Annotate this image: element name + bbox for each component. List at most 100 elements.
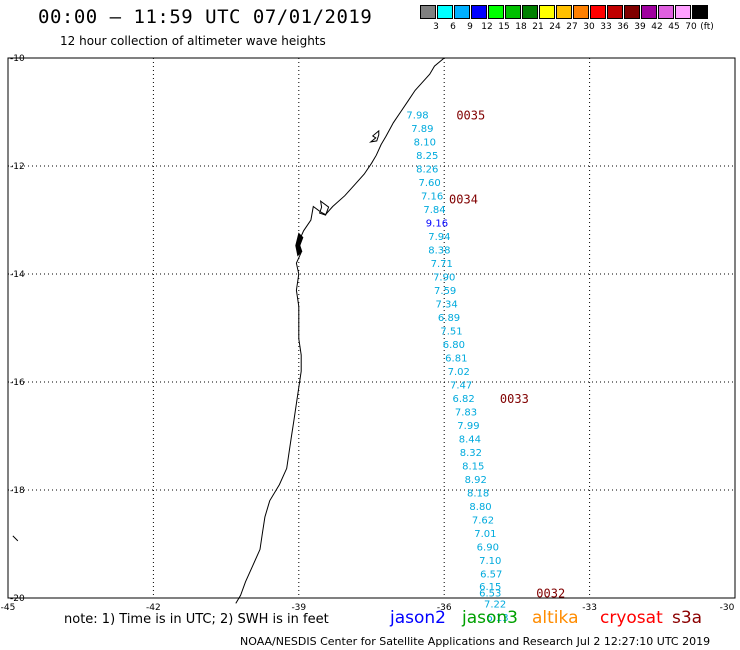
swh-reading: 7.10 xyxy=(479,556,501,567)
swh-reading: 6.13 xyxy=(486,613,508,624)
color-swatch xyxy=(556,5,572,19)
longitude-tick-label: -45 xyxy=(1,603,16,613)
mission-altika: altika xyxy=(532,608,579,628)
swh-reading: 6.89 xyxy=(438,313,460,324)
coastline-detail xyxy=(368,129,380,143)
swh-reading: 7.59 xyxy=(434,286,456,297)
island-cluster xyxy=(295,232,304,257)
color-swatch xyxy=(658,5,674,19)
swh-reading: 6.81 xyxy=(445,354,467,365)
pass-time-label: 0034 xyxy=(449,192,478,206)
swh-reading: 8.26 xyxy=(416,165,438,176)
color-scale-label: 18 xyxy=(515,22,527,32)
swh-reading: 8.92 xyxy=(465,475,487,486)
latitude-tick-label: -14 xyxy=(10,270,25,280)
color-scale-label: 6 xyxy=(450,22,456,32)
swh-reading: 7.90 xyxy=(433,273,455,284)
units-note: note: 1) Time is in UTC; 2) SWH is in fe… xyxy=(64,612,329,627)
latitude-tick-label: -10 xyxy=(10,54,25,64)
color-swatch xyxy=(522,5,538,19)
swh-reading: 7.02 xyxy=(448,367,470,378)
color-scale-label: 45 xyxy=(668,22,680,32)
swh-reading: 7.22 xyxy=(484,599,506,610)
longitude-tick-label: -36 xyxy=(437,603,452,613)
color-swatch xyxy=(641,5,657,19)
color-swatch xyxy=(692,5,708,19)
swh-reading: 6.57 xyxy=(480,570,502,581)
swh-reading: 9.16 xyxy=(426,219,448,230)
swh-reading: 7.01 xyxy=(474,529,496,540)
color-scale-label: 30 xyxy=(583,22,595,32)
mission-cryosat: cryosat xyxy=(600,608,663,628)
color-swatch xyxy=(505,5,521,19)
swh-reading: 7.83 xyxy=(455,408,477,419)
swh-reading: 6.90 xyxy=(477,543,499,554)
mission-s3a: s3a xyxy=(672,608,703,628)
swh-reading: 7.98 xyxy=(406,111,428,122)
swh-reading: 7.16 xyxy=(421,192,443,203)
color-swatch xyxy=(437,5,453,19)
color-scale-label: 12 xyxy=(481,22,493,32)
page-subtitle: 12 hour collection of altimeter wave hei… xyxy=(60,34,326,48)
color-swatch xyxy=(454,5,470,19)
latitude-tick-label: -12 xyxy=(10,162,25,172)
swh-reading: 7.62 xyxy=(472,516,494,527)
swh-reading: 7.84 xyxy=(423,205,445,216)
longitude-tick-label: -33 xyxy=(582,603,597,613)
color-scale-label: 36 xyxy=(617,22,629,32)
swh-reading: 7.60 xyxy=(419,178,441,189)
color-scale-label: 15 xyxy=(498,22,510,32)
coastline xyxy=(235,57,445,604)
color-swatch xyxy=(607,5,623,19)
color-scale-unit: (ft) xyxy=(700,22,714,32)
bay-outline xyxy=(318,199,330,216)
color-swatch xyxy=(420,5,436,19)
swh-reading: 8.44 xyxy=(459,435,481,446)
color-scale-label: 9 xyxy=(467,22,473,32)
swh-reading: 7.99 xyxy=(457,421,479,432)
swh-reading: 7.34 xyxy=(435,300,457,311)
swh-reading: 7.89 xyxy=(411,124,433,135)
latitude-tick-label: -16 xyxy=(10,378,25,388)
swh-reading: 8.10 xyxy=(414,138,436,149)
longitude-tick-label: -39 xyxy=(291,603,306,613)
color-scale-label: 42 xyxy=(651,22,663,32)
color-swatch xyxy=(471,5,487,19)
swh-reading: 8.15 xyxy=(462,462,484,473)
swh-reading: 8.80 xyxy=(469,502,491,513)
color-scale-label: 27 xyxy=(566,22,578,32)
longitude-tick-label: -30 xyxy=(720,603,735,613)
swh-reading: 7.71 xyxy=(431,259,453,270)
color-scale-label: 3 xyxy=(433,22,439,32)
swh-reading: 8.18 xyxy=(467,489,489,500)
pass-time-label: 0033 xyxy=(500,392,529,406)
footer-credit: NOAA/NESDIS Center for Satellite Applica… xyxy=(240,635,711,648)
swh-reading: 8.32 xyxy=(460,448,482,459)
map-frame xyxy=(7,57,736,599)
mission-jason3: jason3 xyxy=(462,608,518,628)
swh-reading: 8.38 xyxy=(428,246,450,257)
swh-reading: 6.15 xyxy=(479,582,501,593)
color-swatch xyxy=(539,5,555,19)
longitude-tick-label: -42 xyxy=(146,603,161,613)
page-title: 00:00 – 11:59 UTC 07/01/2019 xyxy=(38,6,373,28)
swh-reading: 7.51 xyxy=(440,327,462,338)
color-scale-label: 21 xyxy=(532,22,544,32)
color-scale-label: 33 xyxy=(600,22,612,32)
swh-reading: 6.82 xyxy=(452,394,474,405)
pass-time-label: 0032 xyxy=(536,587,565,601)
swh-reading: 6.53 xyxy=(479,589,501,600)
color-swatch xyxy=(573,5,589,19)
color-swatch xyxy=(488,5,504,19)
color-swatch xyxy=(675,5,691,19)
swh-reading: 7.94 xyxy=(428,232,450,243)
edge-fragment xyxy=(12,535,19,542)
latitude-tick-label: -18 xyxy=(10,486,25,496)
pass-time-label: 0035 xyxy=(456,109,485,123)
color-scale-label: 24 xyxy=(549,22,561,32)
swh-reading: 7.47 xyxy=(450,381,472,392)
latitude-tick-label: -20 xyxy=(10,594,25,604)
swh-reading: 6.80 xyxy=(443,340,465,351)
swh-reading: 8.25 xyxy=(416,151,438,162)
